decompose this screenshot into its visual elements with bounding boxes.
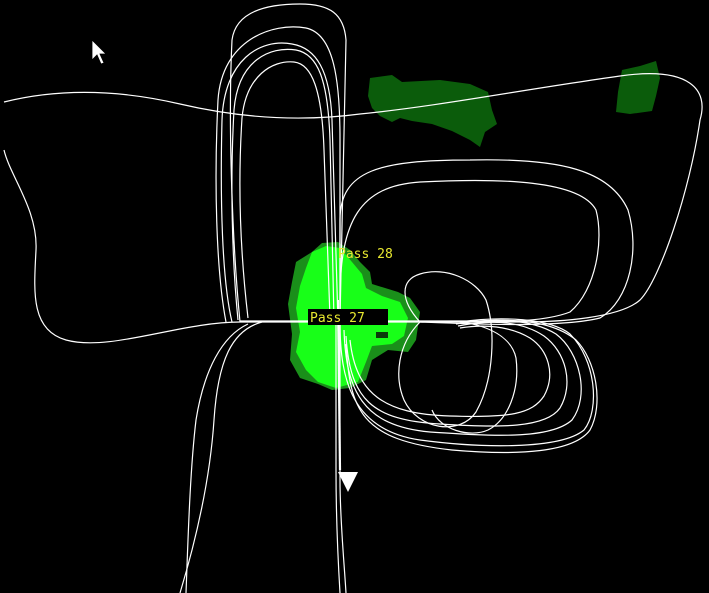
track-center-descent-2 bbox=[335, 322, 341, 593]
heading-line bbox=[336, 299, 342, 471]
pass-label-28: Pass 28 bbox=[338, 247, 393, 262]
track-lower-loop-1 bbox=[339, 318, 595, 447]
pass-label-27-box bbox=[308, 309, 388, 325]
mouse-pointer-icon bbox=[91, 39, 107, 65]
track-left-descent-2 bbox=[185, 323, 249, 593]
track-loop-c bbox=[231, 48, 335, 321]
track-loop-b bbox=[215, 26, 341, 323]
track-loop-d bbox=[239, 61, 331, 319]
track-lower-loop-3 bbox=[345, 321, 568, 427]
track-left-loop bbox=[3, 73, 703, 344]
pass-labels: Pass 28 Pass 27 bbox=[308, 247, 393, 326]
coverage-gap bbox=[376, 332, 388, 338]
track-loop-a bbox=[220, 42, 339, 323]
track-top-loop bbox=[229, 3, 347, 323]
track-lower-loop-5 bbox=[345, 319, 598, 454]
track-right-loop-inner bbox=[339, 179, 600, 323]
heading-arrow-icon bbox=[338, 472, 358, 492]
coverage-patch-upper-middle bbox=[368, 75, 497, 147]
track-lower-loop-2 bbox=[343, 319, 582, 436]
track-layer bbox=[3, 3, 703, 593]
track-center-descent bbox=[339, 322, 347, 593]
track-left-descent bbox=[179, 321, 263, 593]
track-lower-loop-4 bbox=[349, 325, 551, 418]
track-small-loop-2 bbox=[429, 320, 518, 434]
pass-label-27: Pass 27 bbox=[310, 311, 365, 326]
track-small-loop bbox=[398, 271, 493, 428]
